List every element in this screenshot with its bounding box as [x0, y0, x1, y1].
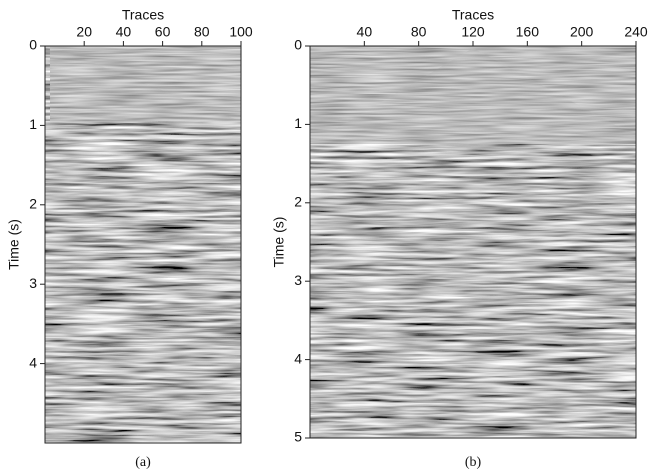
x-tick-label: 40: [116, 24, 132, 40]
seismic-image: [45, 46, 241, 443]
y-axis-title: Time (s): [6, 219, 22, 270]
panel-caption: (b): [465, 455, 482, 470]
y-tick-label: 1: [29, 116, 37, 132]
y-tick-label: 3: [294, 272, 302, 288]
x-tick-label: 40: [357, 24, 373, 40]
y-axis-title: Time (s): [271, 217, 287, 268]
y-tick-label: 0: [29, 37, 37, 53]
y-tick-label: 2: [294, 194, 302, 210]
y-tick-label: 5: [294, 429, 302, 445]
y-tick-label: 2: [29, 196, 37, 212]
y-tick-label: 4: [29, 354, 37, 370]
y-tick-label: 0: [294, 37, 302, 53]
x-tick-label: 200: [570, 24, 594, 40]
y-tick-label: 4: [294, 350, 302, 366]
x-tick-label: 240: [624, 24, 648, 40]
x-axis-title: Traces: [122, 7, 164, 23]
x-tick-label: 60: [155, 24, 171, 40]
x-tick-label: 80: [411, 24, 427, 40]
x-tick-label: 120: [461, 24, 485, 40]
x-tick-label: 20: [76, 24, 92, 40]
panel-caption: (a): [135, 455, 151, 470]
plot-frame: [44, 45, 242, 444]
x-tick-label: 100: [229, 24, 253, 40]
y-tick-label: 1: [294, 115, 302, 131]
x-tick-label: 80: [194, 24, 210, 40]
y-tick-label: 3: [29, 275, 37, 291]
x-tick-label: 160: [516, 24, 540, 40]
x-axis-title: Traces: [452, 7, 494, 23]
